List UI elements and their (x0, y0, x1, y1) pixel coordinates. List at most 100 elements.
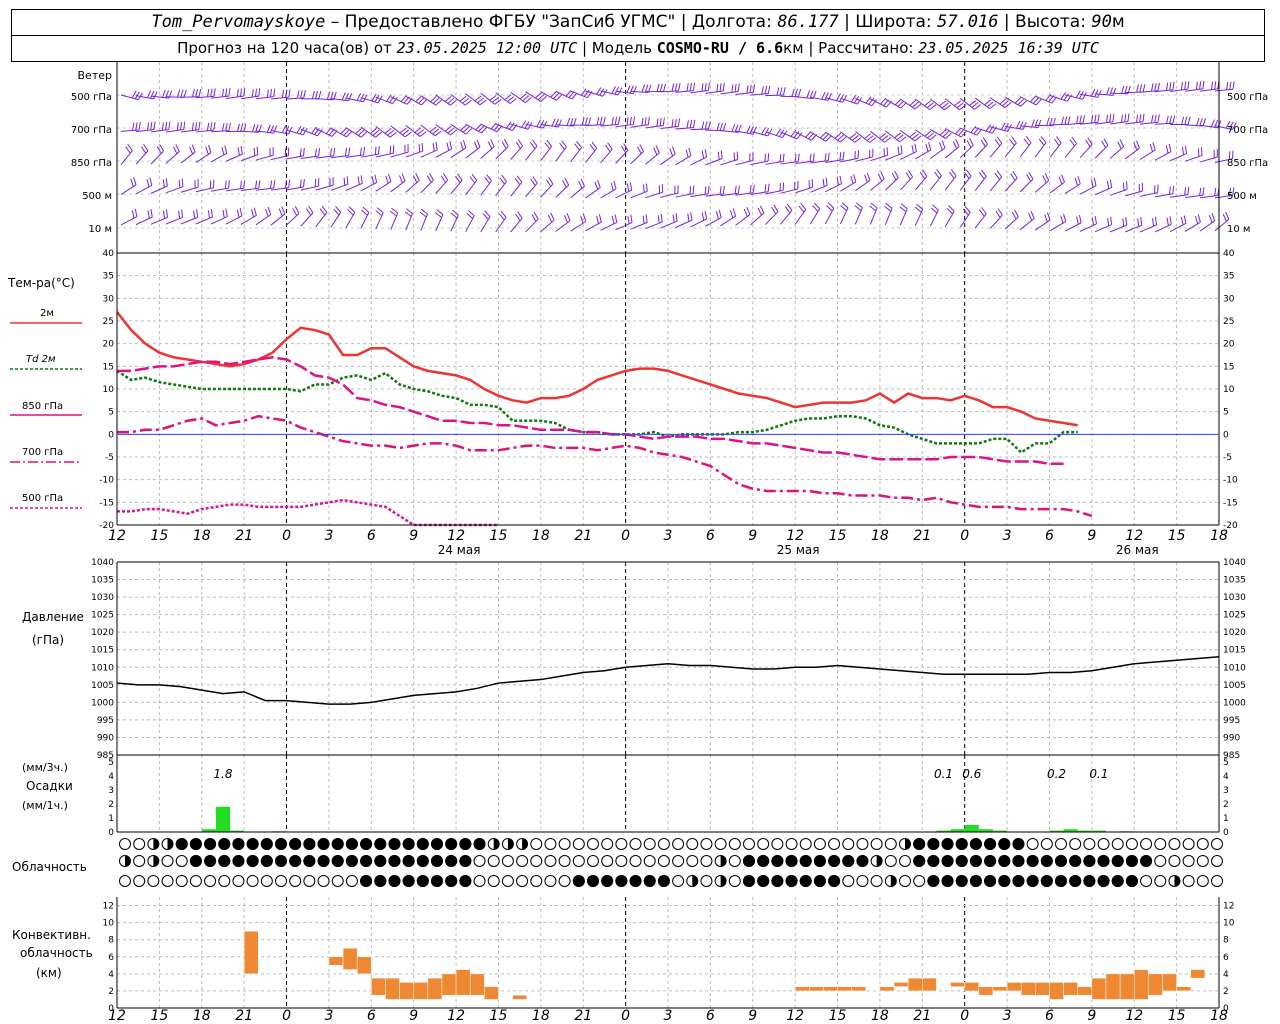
cloud-full (813, 855, 826, 867)
latitude-label: | Широта: (844, 12, 932, 32)
temp-title: Тем-ра(°С) (7, 276, 75, 290)
cloud-circle (516, 875, 529, 887)
wind-barb-feather (1028, 171, 1034, 180)
wind-barb-feather (824, 153, 827, 162)
wind-barb-feather (208, 144, 212, 153)
wind-barb-feather (399, 175, 403, 184)
wind-barb-feather (707, 82, 710, 91)
wind-barb-feather (389, 131, 397, 138)
wind-barb-staff (944, 175, 957, 191)
wind-level-500hpa: 500 гПа (71, 92, 112, 103)
wind-barb-feather (484, 210, 491, 217)
wind-barb-feather (798, 205, 805, 213)
wind-barb-staff (435, 214, 444, 232)
cloud-circle (1140, 875, 1153, 887)
wind-barb-feather (512, 123, 518, 131)
conv-bar (342, 947, 358, 970)
cloud-circle (884, 838, 897, 850)
wind-barb-feather (779, 183, 781, 192)
wind-barb-feather (146, 122, 150, 131)
wind-barb-feather (834, 132, 842, 139)
wind-barb-feather (281, 89, 285, 98)
wind-barb-feather (175, 144, 180, 152)
wind-barb-feather (797, 88, 802, 97)
conv-bar (371, 977, 386, 996)
wind-barb-feather (1166, 82, 1169, 91)
wind-barb-staff (660, 153, 676, 166)
cloud-full (813, 875, 826, 887)
wind-barb-feather (210, 88, 213, 97)
wind-barb-staff (705, 217, 722, 227)
cloud-circle (686, 838, 699, 850)
wind-barb-feather (546, 179, 552, 187)
wind-barb-feather (580, 178, 585, 187)
wind-barb-feather (149, 177, 153, 186)
wind-barb-feather (731, 124, 736, 132)
wind-barb-feather (1060, 92, 1066, 100)
cloud-sector (720, 855, 727, 867)
wind-barb-feather (507, 96, 515, 102)
wind-barb-feather (159, 144, 165, 152)
wind-barb-feather (1014, 209, 1019, 218)
calc-time: 23.05.2025 16:39 UTC (918, 39, 1099, 57)
wind-barb-staff (285, 212, 300, 226)
cloud-circle (1026, 838, 1039, 850)
wind-barb-staff (989, 143, 1003, 158)
wind-barb-feather (1151, 218, 1155, 227)
conv-tick-right: 4 (1223, 970, 1229, 980)
wind-barb-staff (225, 153, 243, 162)
cloud-full (757, 855, 770, 867)
wind-barb-feather (447, 97, 455, 104)
wind-barb-feather (1082, 115, 1086, 124)
wind-barb-feather (720, 150, 723, 159)
wind-barb-staff (465, 215, 475, 232)
wind-barb-staff (315, 212, 328, 227)
wind-barb-staff (360, 212, 370, 229)
wind-barb-staff (705, 90, 724, 94)
wind-barb-feather (746, 125, 751, 134)
cloud-circle (133, 855, 146, 867)
wind-barb-feather (752, 184, 755, 193)
wind-barb-staff (375, 212, 384, 230)
wind-barb-feather (894, 98, 902, 106)
cloud-full (204, 838, 217, 850)
cloud-full (218, 855, 231, 867)
temp-tick-right: 20 (1223, 340, 1235, 350)
wind-barb-feather (500, 210, 507, 218)
wind-barb-feather (1139, 84, 1143, 93)
wind-barb-feather (855, 202, 863, 209)
wind-barb-feather (582, 213, 587, 222)
wind-barb-feather (306, 208, 312, 216)
wind-barb-feather (213, 122, 216, 131)
wind-barb-feather (1058, 176, 1063, 185)
wind-barb-feather (1023, 138, 1030, 146)
wind-barb-feather (942, 130, 950, 138)
wind-barb-feather (671, 119, 674, 128)
wind-barb-feather (974, 104, 982, 110)
wind-barb-feather (839, 94, 845, 102)
conv-bar (823, 986, 838, 992)
wind-barb-feather (1168, 143, 1172, 152)
wind-barb-staff (510, 145, 524, 160)
convective-bars (243, 930, 1206, 1000)
wind-barb-feather (1097, 114, 1100, 123)
model-name: COSMO-RU / 6.6 (656, 39, 784, 57)
cloud-full (743, 875, 755, 887)
wind-barb-feather (1101, 140, 1106, 148)
wind-barb-feather (1020, 100, 1027, 107)
cloud-circle (601, 838, 614, 850)
wind-barb-feather (996, 136, 1003, 144)
wind-barb-feather (719, 186, 722, 195)
wind-barb-feather (1151, 115, 1154, 124)
wind-barb-feather (362, 206, 370, 213)
wind-barb-staff (974, 213, 987, 229)
wind-barb-feather (418, 144, 421, 153)
wind-barb-feather (206, 88, 210, 97)
wind-barb-staff (959, 144, 974, 159)
conv-bar (1063, 982, 1078, 996)
wind-barb-feather (1180, 216, 1184, 225)
wind-barb-feather (677, 118, 681, 127)
wind-barb-feather (701, 212, 705, 221)
wind-barb-feather (1078, 214, 1082, 223)
wind-barb-feather (1010, 173, 1016, 181)
